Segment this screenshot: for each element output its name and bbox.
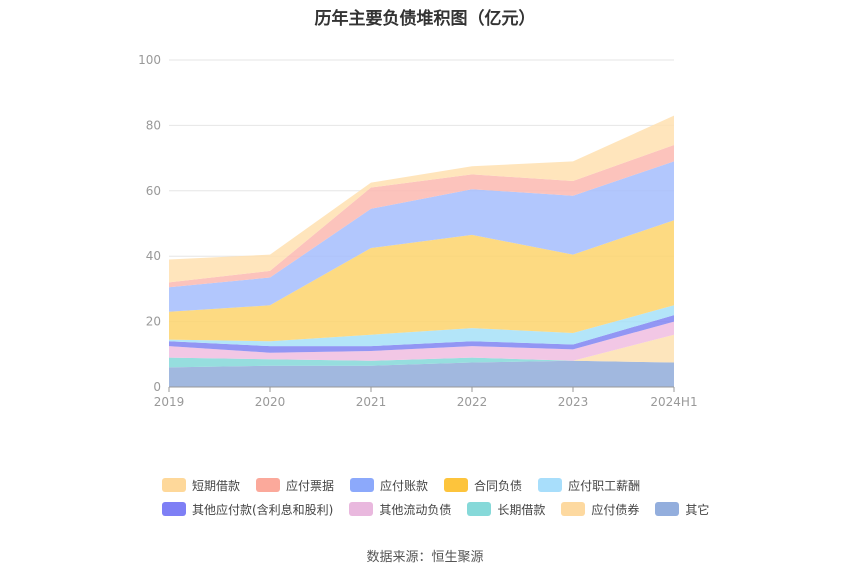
y-tick-label: 80	[146, 118, 161, 132]
legend-label: 其他应付款(含利息和股利)	[192, 502, 334, 517]
y-tick-label: 40	[146, 249, 161, 263]
y-tick-label: 60	[146, 184, 161, 198]
legend-swatch	[162, 478, 186, 492]
legend-swatch	[162, 502, 186, 516]
y-tick-label: 20	[146, 315, 161, 329]
x-tick-label: 2024H1	[650, 395, 697, 409]
area-series-其他流动负债	[169, 321, 674, 361]
legend-item[interactable]: 其他应付款(含利息和股利)	[162, 501, 333, 518]
area-series-应付票据	[169, 145, 674, 288]
legend-label: 应付账款	[380, 478, 429, 493]
legend-item[interactable]: 应付债券	[561, 501, 639, 518]
x-tick-label: 2019	[154, 395, 185, 409]
area-series-应付账款	[169, 161, 674, 312]
legend-swatch	[467, 502, 492, 516]
legend-swatch	[349, 502, 374, 516]
x-tick-label: 2022	[457, 395, 488, 409]
area-series-长期借款	[169, 334, 674, 368]
legend-row: 短期借款 应付票据 应付账款 合同负债 应付职工薪酬	[162, 473, 722, 497]
x-tick-label: 2021	[356, 395, 387, 409]
axes: 0 20 40 60 80 100 2019 2020 2021 2022 2023 2024H1	[138, 53, 698, 409]
legend-item[interactable]: 合同负债	[444, 477, 522, 494]
legend-item[interactable]: 应付账款	[350, 477, 428, 494]
legend-swatch	[444, 478, 469, 492]
legend: 短期借款 应付票据 应付账款 合同负债 应付职工薪酬 其他应付款(含利息和股利) 其他流动…	[162, 473, 722, 521]
legend-label: 其它	[685, 502, 710, 517]
legend-label: 其他流动负债	[379, 502, 452, 517]
chart-title: 历年主要负债堆积图（亿元）	[314, 9, 536, 29]
legend-label: 长期借款	[497, 502, 546, 517]
area-series-应付职工薪酬	[169, 305, 674, 347]
legend-item[interactable]: 长期借款	[467, 501, 545, 518]
legend-row: 其他应付款(含利息和股利) 其他流动负债 长期借款 应付债券 其它	[162, 497, 722, 521]
legend-swatch	[350, 478, 375, 492]
legend-item[interactable]: 其它	[655, 501, 709, 518]
area-series-其它	[169, 360, 674, 387]
area-series	[169, 115, 674, 387]
legend-label: 应付票据	[286, 478, 335, 493]
source-note: 数据来源：恒生聚源	[366, 550, 484, 565]
legend-label: 合同负债	[474, 478, 523, 493]
legend-item[interactable]: 应付职工薪酬	[538, 477, 640, 494]
x-tick-label: 2023	[558, 395, 589, 409]
area-series-短期借款	[169, 115, 674, 283]
stacked-area-chart: 0 20 40 60 80 100 2019 2020 2021 2022 2023 2024H1	[138, 53, 698, 409]
legend-item[interactable]: 其他流动负债	[349, 501, 451, 518]
area-series-其他应付款(含利息和股利)	[169, 315, 674, 353]
legend-swatch	[538, 478, 563, 492]
legend-swatch	[561, 502, 586, 516]
legend-swatch	[256, 478, 281, 492]
y-tick-label: 0	[153, 380, 161, 394]
x-tick-label: 2020	[255, 395, 286, 409]
legend-item[interactable]: 短期借款	[162, 477, 240, 494]
legend-label: 短期借款	[192, 478, 241, 493]
y-tick-label: 100	[138, 53, 161, 67]
legend-item[interactable]: 应付票据	[256, 477, 334, 494]
legend-label: 应付债券	[591, 502, 640, 517]
area-series-合同负债	[169, 220, 674, 342]
legend-swatch	[655, 502, 680, 516]
legend-label: 应付职工薪酬	[568, 478, 641, 493]
